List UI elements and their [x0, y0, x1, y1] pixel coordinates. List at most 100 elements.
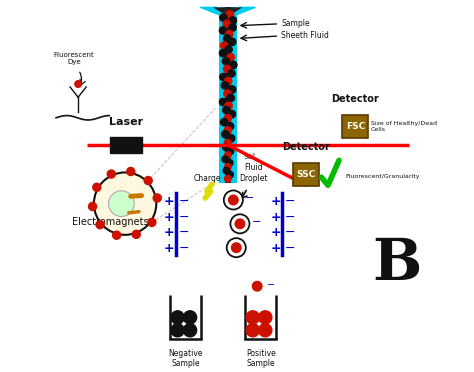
Circle shape [221, 131, 229, 138]
Circle shape [224, 190, 243, 209]
Text: −: − [267, 280, 275, 290]
Circle shape [223, 106, 230, 114]
Circle shape [227, 54, 235, 61]
Text: Size of Healthy/Dead
Cells: Size of Healthy/Dead Cells [371, 121, 437, 132]
Circle shape [223, 65, 231, 73]
Circle shape [144, 177, 152, 185]
Text: Sample: Sample [281, 19, 310, 28]
Text: Negative
Sample: Negative Sample [168, 349, 203, 368]
FancyBboxPatch shape [342, 115, 368, 138]
Text: +: + [164, 241, 174, 254]
Text: +: + [164, 226, 174, 239]
Circle shape [253, 282, 262, 291]
FancyBboxPatch shape [293, 163, 319, 186]
Circle shape [132, 230, 140, 238]
Text: +: + [270, 195, 281, 208]
Circle shape [220, 14, 227, 21]
Circle shape [225, 175, 231, 182]
Circle shape [259, 311, 272, 324]
Polygon shape [201, 7, 220, 15]
Polygon shape [213, 7, 243, 15]
Text: Detector: Detector [331, 94, 379, 105]
Circle shape [225, 77, 232, 85]
Text: FSC: FSC [346, 122, 365, 131]
Circle shape [220, 42, 228, 49]
Circle shape [246, 311, 259, 324]
Circle shape [227, 94, 235, 102]
Text: +: + [270, 241, 281, 254]
Circle shape [225, 152, 231, 158]
Text: Laser: Laser [109, 117, 143, 127]
Circle shape [230, 214, 249, 233]
Circle shape [113, 231, 121, 239]
Circle shape [109, 191, 134, 217]
Text: −: − [245, 193, 255, 203]
Circle shape [96, 221, 104, 229]
Circle shape [222, 58, 230, 65]
Circle shape [246, 324, 259, 337]
Circle shape [225, 46, 232, 53]
Circle shape [107, 170, 115, 178]
Circle shape [228, 135, 235, 142]
Circle shape [224, 90, 231, 97]
Text: Fluorescent/Granularity: Fluorescent/Granularity [345, 174, 420, 179]
Circle shape [227, 160, 233, 166]
Circle shape [94, 173, 156, 235]
Circle shape [221, 82, 228, 89]
Circle shape [235, 219, 245, 228]
Circle shape [223, 167, 230, 174]
Circle shape [228, 110, 236, 118]
Circle shape [231, 243, 241, 253]
Circle shape [127, 167, 135, 176]
Circle shape [224, 140, 231, 147]
Circle shape [226, 31, 233, 38]
Text: SSC: SSC [296, 170, 315, 179]
Circle shape [153, 194, 161, 202]
Circle shape [224, 115, 231, 122]
Text: −: − [284, 195, 295, 208]
Text: Fluorescent
Dye: Fluorescent Dye [54, 52, 94, 65]
Text: −: − [284, 211, 295, 224]
Text: B: B [372, 236, 421, 292]
Circle shape [220, 119, 228, 126]
Text: Charge: Charge [194, 173, 221, 183]
Circle shape [171, 311, 184, 324]
Circle shape [228, 86, 236, 93]
Text: Detector: Detector [282, 142, 330, 152]
Text: Sheeth Fluid: Sheeth Fluid [281, 31, 329, 40]
Circle shape [230, 61, 237, 68]
Circle shape [259, 324, 272, 337]
Text: +: + [270, 211, 281, 224]
Circle shape [227, 122, 234, 130]
Circle shape [225, 164, 231, 170]
Text: −: − [179, 226, 189, 239]
Text: −: − [179, 195, 189, 208]
Text: Positive
Sample: Positive Sample [246, 349, 276, 368]
Text: +: + [164, 195, 174, 208]
Circle shape [223, 35, 231, 42]
Circle shape [228, 38, 236, 45]
Bar [110, 137, 142, 153]
Text: Fluid
Droplet: Fluid Droplet [239, 163, 268, 183]
Circle shape [228, 195, 238, 205]
Circle shape [148, 218, 156, 227]
Text: −: − [179, 241, 189, 254]
Text: −: − [284, 241, 295, 254]
Circle shape [183, 311, 197, 324]
Circle shape [225, 102, 232, 109]
Circle shape [219, 49, 227, 57]
Circle shape [224, 126, 231, 134]
Circle shape [228, 70, 235, 77]
Circle shape [227, 148, 234, 154]
Circle shape [219, 98, 227, 106]
Text: +: + [164, 211, 174, 224]
Text: −: − [179, 211, 189, 224]
Text: −: − [284, 226, 295, 239]
Circle shape [219, 27, 227, 34]
Circle shape [183, 324, 197, 337]
Circle shape [227, 238, 246, 257]
Text: −: − [252, 217, 261, 227]
Text: 90°: 90° [243, 154, 256, 160]
Circle shape [229, 17, 237, 24]
Circle shape [227, 171, 233, 178]
